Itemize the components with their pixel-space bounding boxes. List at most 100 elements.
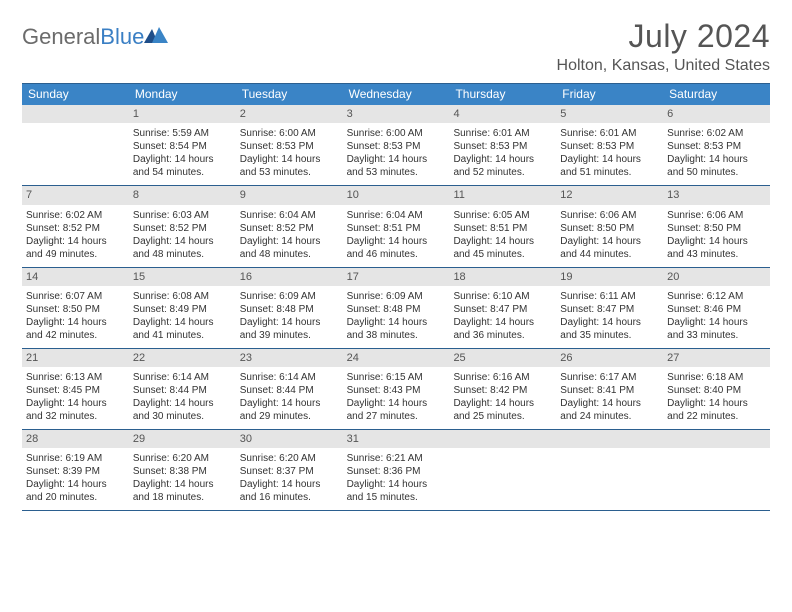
- daylight-text: Daylight: 14 hours and 46 minutes.: [347, 235, 446, 261]
- day-cell: 20Sunrise: 6:12 AMSunset: 8:46 PMDayligh…: [663, 268, 770, 348]
- sunrise-text: Sunrise: 6:04 AM: [347, 209, 446, 222]
- day-header: Wednesday: [343, 84, 450, 105]
- sunset-text: Sunset: 8:48 PM: [347, 303, 446, 316]
- sunrise-text: Sunrise: 6:02 AM: [26, 209, 125, 222]
- sunset-text: Sunset: 8:48 PM: [240, 303, 339, 316]
- day-number: 16: [236, 268, 343, 286]
- day-cell: 28Sunrise: 6:19 AMSunset: 8:39 PMDayligh…: [22, 430, 129, 510]
- sunset-text: Sunset: 8:53 PM: [560, 140, 659, 153]
- sunrise-text: Sunrise: 6:11 AM: [560, 290, 659, 303]
- day-header: Saturday: [663, 84, 770, 105]
- day-cell: 15Sunrise: 6:08 AMSunset: 8:49 PMDayligh…: [129, 268, 236, 348]
- sunrise-text: Sunrise: 6:10 AM: [453, 290, 552, 303]
- sunset-text: Sunset: 8:53 PM: [240, 140, 339, 153]
- day-cell: 21Sunrise: 6:13 AMSunset: 8:45 PMDayligh…: [22, 349, 129, 429]
- day-cell: 9Sunrise: 6:04 AMSunset: 8:52 PMDaylight…: [236, 186, 343, 266]
- sunset-text: Sunset: 8:51 PM: [347, 222, 446, 235]
- sunset-text: Sunset: 8:39 PM: [26, 465, 125, 478]
- sunrise-text: Sunrise: 6:01 AM: [560, 127, 659, 140]
- daylight-text: Daylight: 14 hours and 22 minutes.: [667, 397, 766, 423]
- brand-logo: GeneralBlue: [22, 24, 168, 50]
- day-cell: 17Sunrise: 6:09 AMSunset: 8:48 PMDayligh…: [343, 268, 450, 348]
- day-cell: 11Sunrise: 6:05 AMSunset: 8:51 PMDayligh…: [449, 186, 556, 266]
- day-number: 28: [22, 430, 129, 448]
- sunset-text: Sunset: 8:53 PM: [667, 140, 766, 153]
- sunset-text: Sunset: 8:47 PM: [560, 303, 659, 316]
- day-header: Sunday: [22, 84, 129, 105]
- day-number: 24: [343, 349, 450, 367]
- day-number: 8: [129, 186, 236, 204]
- day-number: 7: [22, 186, 129, 204]
- sunset-text: Sunset: 8:54 PM: [133, 140, 232, 153]
- daylight-text: Daylight: 14 hours and 49 minutes.: [26, 235, 125, 261]
- daylight-text: Daylight: 14 hours and 41 minutes.: [133, 316, 232, 342]
- day-number: 29: [129, 430, 236, 448]
- daylight-text: Daylight: 14 hours and 24 minutes.: [560, 397, 659, 423]
- day-number: 6: [663, 105, 770, 123]
- daylight-text: Daylight: 14 hours and 35 minutes.: [560, 316, 659, 342]
- day-number: 1: [129, 105, 236, 123]
- daylight-text: Daylight: 14 hours and 52 minutes.: [453, 153, 552, 179]
- brand-part1: General: [22, 24, 100, 49]
- sunset-text: Sunset: 8:36 PM: [347, 465, 446, 478]
- day-number: [663, 430, 770, 448]
- logo-mark-icon: [144, 25, 168, 43]
- sunrise-text: Sunrise: 6:02 AM: [667, 127, 766, 140]
- day-cell: 18Sunrise: 6:10 AMSunset: 8:47 PMDayligh…: [449, 268, 556, 348]
- title-block: July 2024 Holton, Kansas, United States: [557, 18, 770, 75]
- sunrise-text: Sunrise: 6:12 AM: [667, 290, 766, 303]
- daylight-text: Daylight: 14 hours and 16 minutes.: [240, 478, 339, 504]
- sunset-text: Sunset: 8:43 PM: [347, 384, 446, 397]
- brand-part2: Blue: [100, 24, 144, 49]
- day-cell: [449, 430, 556, 510]
- daylight-text: Daylight: 14 hours and 33 minutes.: [667, 316, 766, 342]
- day-number: 23: [236, 349, 343, 367]
- day-number: 13: [663, 186, 770, 204]
- day-cell: 7 Sunrise: 6:02 AMSunset: 8:52 PMDaylight…: [22, 186, 129, 266]
- brand-text: GeneralBlue: [22, 24, 144, 50]
- day-number: 22: [129, 349, 236, 367]
- day-cell: 4Sunrise: 6:01 AMSunset: 8:53 PMDaylight…: [449, 105, 556, 185]
- sunset-text: Sunset: 8:37 PM: [240, 465, 339, 478]
- daylight-text: Daylight: 14 hours and 48 minutes.: [133, 235, 232, 261]
- day-number: 25: [449, 349, 556, 367]
- day-number: 18: [449, 268, 556, 286]
- month-title: July 2024: [557, 18, 770, 55]
- day-cell: 26Sunrise: 6:17 AMSunset: 8:41 PMDayligh…: [556, 349, 663, 429]
- sunrise-text: Sunrise: 6:00 AM: [347, 127, 446, 140]
- sunrise-text: Sunrise: 6:15 AM: [347, 371, 446, 384]
- sunset-text: Sunset: 8:42 PM: [453, 384, 552, 397]
- day-number: 26: [556, 349, 663, 367]
- day-cell: [556, 430, 663, 510]
- sunrise-text: Sunrise: 5:59 AM: [133, 127, 232, 140]
- sunset-text: Sunset: 8:51 PM: [453, 222, 552, 235]
- sunrise-text: Sunrise: 6:05 AM: [453, 209, 552, 222]
- week-row: 28Sunrise: 6:19 AMSunset: 8:39 PMDayligh…: [22, 430, 770, 511]
- day-cell: 25Sunrise: 6:16 AMSunset: 8:42 PMDayligh…: [449, 349, 556, 429]
- day-cell: 19 Sunrise: 6:11 AMSunset: 8:47 PMDayligh…: [556, 268, 663, 348]
- sunrise-text: Sunrise: 6:20 AM: [240, 452, 339, 465]
- daylight-text: Daylight: 14 hours and 20 minutes.: [26, 478, 125, 504]
- sunrise-text: Sunrise: 6:09 AM: [240, 290, 339, 303]
- day-number: 17: [343, 268, 450, 286]
- sunset-text: Sunset: 8:52 PM: [26, 222, 125, 235]
- daylight-text: Daylight: 14 hours and 54 minutes.: [133, 153, 232, 179]
- day-cell: 5Sunrise: 6:01 AMSunset: 8:53 PMDaylight…: [556, 105, 663, 185]
- day-cell: 24Sunrise: 6:15 AMSunset: 8:43 PMDayligh…: [343, 349, 450, 429]
- sunset-text: Sunset: 8:53 PM: [453, 140, 552, 153]
- sunset-text: Sunset: 8:47 PM: [453, 303, 552, 316]
- day-number: 14: [22, 268, 129, 286]
- sunset-text: Sunset: 8:50 PM: [560, 222, 659, 235]
- day-number: 30: [236, 430, 343, 448]
- sunrise-text: Sunrise: 6:06 AM: [667, 209, 766, 222]
- daylight-text: Daylight: 14 hours and 51 minutes.: [560, 153, 659, 179]
- day-number: 19: [556, 268, 663, 286]
- day-number: [449, 430, 556, 448]
- daylight-text: Daylight: 14 hours and 48 minutes.: [240, 235, 339, 261]
- day-cell: 16Sunrise: 6:09 AMSunset: 8:48 PMDayligh…: [236, 268, 343, 348]
- day-cell: 30 Sunrise: 6:20 AMSunset: 8:37 PMDayligh…: [236, 430, 343, 510]
- day-number: 4: [449, 105, 556, 123]
- daylight-text: Daylight: 14 hours and 53 minutes.: [240, 153, 339, 179]
- calendar-page: GeneralBlue July 2024 Holton, Kansas, Un…: [0, 0, 792, 529]
- sunrise-text: Sunrise: 6:13 AM: [26, 371, 125, 384]
